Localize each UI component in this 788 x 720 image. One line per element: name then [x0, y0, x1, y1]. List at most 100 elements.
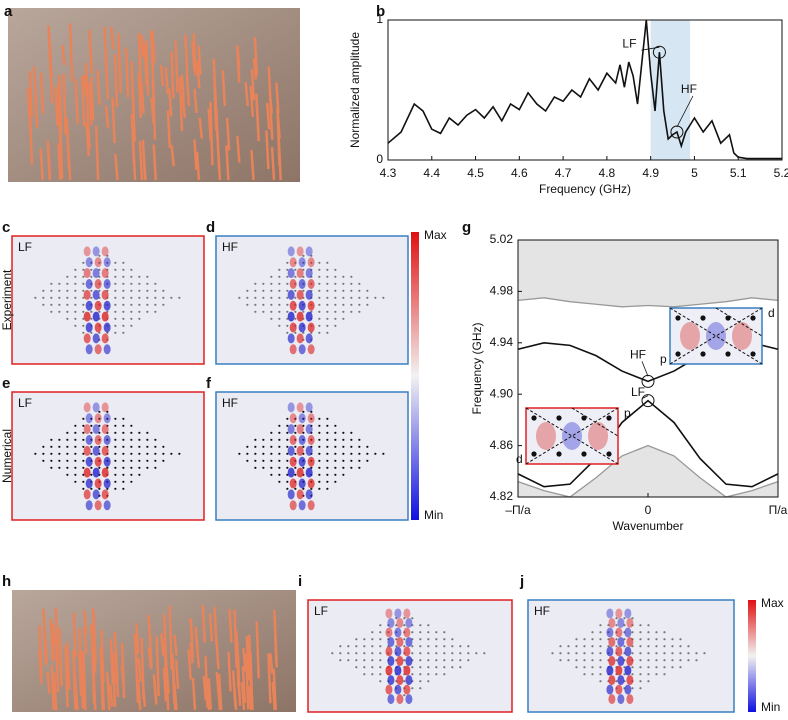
lattice-dot	[90, 473, 93, 476]
lattice-dot	[278, 310, 281, 313]
copper-rod	[181, 95, 187, 118]
copper-rod	[255, 103, 260, 142]
field-blob	[385, 627, 393, 638]
lattice-dot	[639, 652, 642, 655]
field-blob	[83, 246, 91, 257]
field-blob	[396, 675, 404, 686]
field-blob	[608, 694, 616, 705]
lattice-dot	[122, 282, 125, 285]
lattice-dot	[122, 296, 125, 299]
lattice-dot	[262, 459, 265, 462]
lattice-dot	[334, 473, 337, 476]
annotation: LF	[631, 385, 645, 399]
lattice-dot	[427, 666, 430, 669]
lattice-dot	[326, 431, 329, 434]
lattice-dot	[270, 473, 273, 476]
lattice-dot	[82, 452, 85, 455]
lattice-dot	[254, 459, 257, 462]
copper-rod	[153, 679, 158, 705]
field-blob	[396, 656, 404, 667]
copper-rod	[104, 55, 110, 100]
copper-rod	[276, 111, 281, 139]
copper-rod	[244, 82, 249, 107]
lattice-dot	[130, 424, 133, 427]
lattice-dot	[334, 310, 337, 313]
lattice-dot	[66, 445, 69, 448]
field-blob	[307, 257, 315, 268]
lattice-dot	[122, 417, 125, 420]
lattice-dot	[82, 303, 85, 306]
lattice-dot	[74, 473, 77, 476]
lattice-dot	[403, 694, 406, 697]
lattice-dot	[371, 652, 374, 655]
lattice-dot	[459, 645, 462, 648]
lattice-dot	[334, 466, 337, 469]
field-blob	[83, 489, 91, 500]
field-blob	[94, 478, 102, 489]
lattice-dot	[262, 310, 265, 313]
field-blob	[103, 279, 111, 289]
copper-rod	[83, 610, 88, 635]
lattice-dot	[363, 666, 366, 669]
copper-rod	[89, 76, 95, 120]
lattice-dot	[50, 466, 53, 469]
lattice-dot	[98, 466, 101, 469]
lattice-dot	[130, 310, 133, 313]
lattice-dot	[326, 480, 329, 483]
lattice-dot	[278, 445, 281, 448]
lattice-dot	[567, 659, 570, 662]
copper-rod	[39, 72, 45, 114]
lattice-dot	[591, 652, 594, 655]
lattice-dot	[294, 289, 297, 292]
lattice-dot	[326, 438, 329, 441]
map-label: HF	[222, 240, 238, 254]
lattice-dot	[50, 445, 53, 448]
lattice-dot	[695, 659, 698, 662]
inset-dot	[675, 315, 681, 321]
lattice-dot	[467, 645, 470, 648]
field-blob	[608, 656, 616, 667]
lattice-dot	[583, 673, 586, 676]
lattice-dot	[427, 631, 430, 634]
lattice-dot	[294, 331, 297, 334]
field-blob	[287, 489, 295, 500]
lattice-dot	[270, 459, 273, 462]
x-tick-label: 4.6	[511, 166, 528, 180]
lattice-dot	[615, 645, 618, 648]
field-blob	[394, 646, 402, 657]
lattice-dot	[254, 452, 257, 455]
lattice-dot	[286, 268, 289, 271]
lattice-dot	[246, 445, 249, 448]
lattice-dot	[66, 303, 69, 306]
copper-rod	[250, 69, 256, 101]
lattice-dot	[403, 624, 406, 627]
lattice-dot	[130, 324, 133, 327]
lattice-dot	[411, 624, 414, 627]
lattice-dot	[599, 673, 602, 676]
lattice-dot	[154, 289, 157, 292]
lattice-dot	[387, 624, 390, 627]
copper-rod	[209, 101, 214, 166]
lattice-dot	[122, 303, 125, 306]
lattice-dot	[567, 652, 570, 655]
lattice-dot	[114, 445, 117, 448]
field-blob	[298, 279, 306, 289]
lattice-dot	[246, 303, 249, 306]
field-blob	[405, 675, 413, 686]
field-blob	[85, 344, 93, 355]
lattice-dot	[451, 638, 454, 641]
field-blob	[296, 445, 304, 456]
field-blob	[617, 675, 625, 686]
lattice-dot	[451, 645, 454, 648]
lattice-dot	[342, 466, 345, 469]
lattice-dot	[326, 487, 329, 490]
lattice-dot	[318, 452, 321, 455]
lattice-dot	[302, 445, 305, 448]
copper-rod	[241, 666, 247, 703]
lattice-dot	[326, 261, 329, 264]
lattice-dot	[427, 673, 430, 676]
lattice-dot	[358, 303, 361, 306]
field-blob	[101, 402, 109, 413]
lattice-dot	[639, 666, 642, 669]
